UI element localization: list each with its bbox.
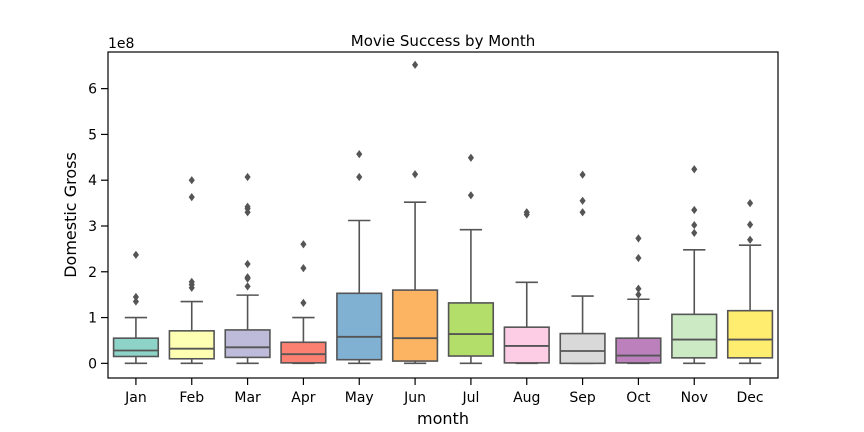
y-tick-label: 0 (88, 356, 97, 372)
y-axis-offset-label: 1e8 (108, 36, 134, 52)
outlier-point (300, 240, 307, 249)
box-nov (671, 165, 718, 365)
iqr-box (224, 329, 271, 359)
x-tick-label: Jun (403, 390, 426, 406)
box-apr (280, 240, 327, 365)
y-tick-label: 1 (88, 311, 97, 327)
outlier-point (244, 172, 251, 182)
outlier-point (412, 60, 419, 69)
outlier-point (356, 172, 363, 182)
iqr-box (726, 309, 774, 359)
outlier-point (188, 193, 195, 202)
box-mar (224, 172, 271, 365)
y-axis-label: Domestic Gross (61, 152, 80, 278)
iqr-box (112, 337, 160, 358)
x-axis-label: month (417, 409, 469, 428)
box-jul (447, 153, 495, 365)
outlier-point (691, 205, 698, 215)
outlier-point (691, 228, 698, 237)
box-dec (726, 198, 774, 365)
outlier-point (188, 176, 195, 185)
outlier-point (747, 220, 754, 229)
outlier-point (579, 170, 586, 179)
outlier-point (691, 165, 698, 174)
outlier-point (691, 220, 698, 230)
outlier-point (188, 277, 195, 286)
outlier-point (747, 198, 754, 208)
iqr-box (447, 302, 495, 357)
x-tick-label: Jan (124, 390, 147, 406)
iqr-box (391, 289, 439, 362)
x-tick-label: Sep (569, 390, 596, 406)
outlier-point (356, 150, 363, 159)
outlier-point (523, 208, 530, 217)
x-tick-label: Oct (626, 390, 651, 406)
plot-layer (112, 60, 774, 365)
outlier-point (132, 297, 139, 306)
iqr-box (615, 337, 662, 364)
outlier-point (244, 273, 251, 282)
y-tick-label: 6 (88, 82, 97, 98)
iqr-box (503, 326, 550, 364)
outlier-point (132, 292, 139, 302)
chart-title: Movie Success by Month (351, 32, 536, 50)
outlier-point (635, 253, 642, 263)
box-may (336, 150, 383, 365)
y-tick-label: 4 (88, 173, 97, 189)
outlier-point (747, 235, 754, 244)
x-tick-label: Apr (291, 390, 315, 406)
box-aug (503, 208, 550, 365)
x-tick-label: Dec (737, 390, 764, 406)
box-jun (391, 60, 439, 365)
outlier-point (244, 202, 251, 211)
x-tick-label: Nov (681, 390, 708, 406)
x-tick-label: Mar (234, 390, 261, 406)
outlier-point (579, 196, 586, 205)
iqr-box (336, 292, 383, 361)
outlier-point (300, 264, 307, 273)
outlier-point (244, 282, 251, 291)
x-tick-label: Aug (513, 390, 540, 406)
outlier-point (467, 191, 474, 200)
x-tick-label: May (345, 390, 374, 406)
y-tick-label: 5 (88, 127, 97, 143)
x-tick-label: Feb (179, 390, 204, 406)
outlier-point (412, 170, 419, 179)
iqr-box (671, 313, 718, 359)
outlier-point (467, 153, 474, 162)
box-sep (559, 170, 606, 365)
y-tick-label: 3 (88, 219, 97, 235)
outlier-point (300, 298, 307, 308)
outlier-point (635, 284, 642, 293)
box-oct (615, 234, 662, 365)
iqr-box (280, 341, 327, 364)
outlier-point (635, 290, 642, 299)
box-feb (168, 176, 215, 365)
outlier-point (132, 250, 139, 259)
iqr-box (559, 332, 606, 365)
box-jan (112, 250, 160, 365)
y-tick-label: 2 (88, 265, 97, 281)
outlier-point (244, 259, 251, 269)
x-tick-label: Jul (461, 390, 479, 406)
outlier-point (579, 208, 586, 217)
plot-frame (107, 51, 779, 379)
outlier-point (635, 234, 642, 243)
iqr-box (168, 330, 215, 360)
